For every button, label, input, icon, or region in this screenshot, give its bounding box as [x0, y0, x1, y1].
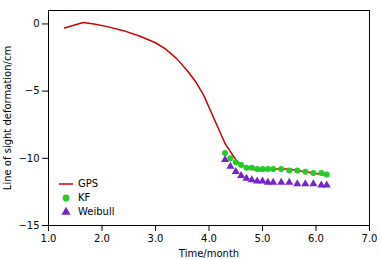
svg-text:3.0: 3.0 [148, 233, 164, 244]
svg-text:0: 0 [33, 18, 39, 29]
svg-text:1.0: 1.0 [41, 233, 57, 244]
svg-text:6.0: 6.0 [308, 233, 324, 244]
svg-text:−10: −10 [18, 153, 39, 164]
html-text:KF: KF [78, 192, 91, 203]
svg-text:Time/month: Time/month [178, 248, 239, 259]
svg-text:2.0: 2.0 [94, 233, 110, 244]
html-text:Weibull: Weibull [78, 206, 115, 217]
html-text:GPS: GPS [78, 178, 99, 189]
svg-text:−15: −15 [18, 220, 39, 231]
svg-text:4.0: 4.0 [201, 233, 217, 244]
svg-text:7.0: 7.0 [362, 233, 378, 244]
svg-text:Line of sight deformation/cm: Line of sight deformation/cm [2, 46, 13, 190]
svg-text:5.0: 5.0 [255, 233, 271, 244]
svg-text:−5: −5 [25, 85, 40, 96]
